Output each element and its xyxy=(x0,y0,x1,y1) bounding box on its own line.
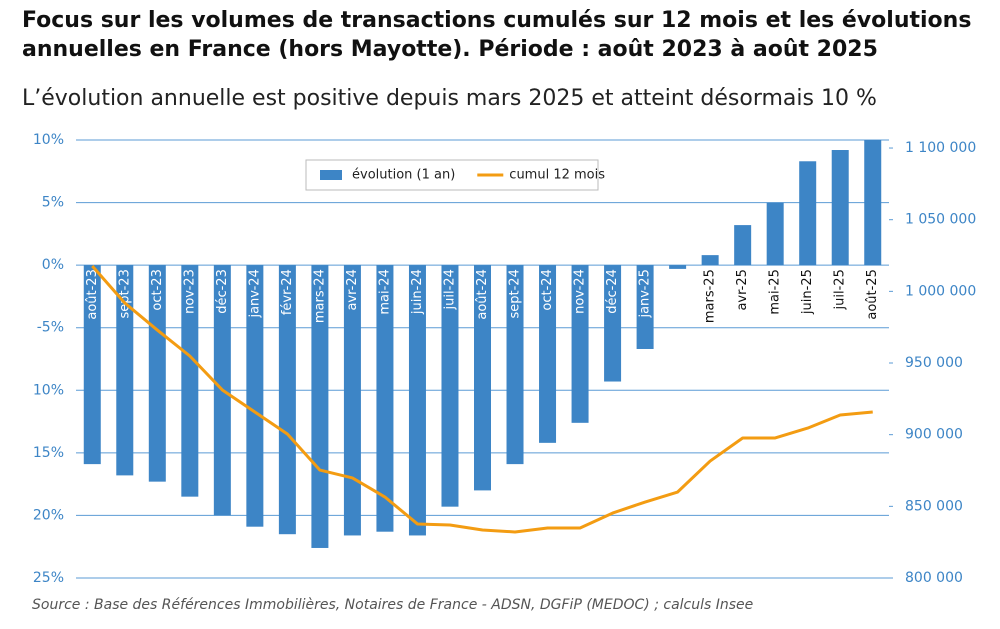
y2-tick-label: 850 000 xyxy=(905,498,963,514)
x-tick-label: août-24 xyxy=(475,269,490,320)
x-tick-label: sept-23 xyxy=(117,269,132,318)
bar xyxy=(376,265,394,532)
x-tick-label: juil-24 xyxy=(442,269,457,310)
legend-box xyxy=(305,159,599,191)
bar xyxy=(116,265,134,476)
y-tick-label: 20% xyxy=(33,507,64,523)
y2-tick-label: 900 000 xyxy=(905,427,963,443)
x-tick-label: déc-23 xyxy=(215,269,230,314)
legend-label: évolution (1 an) xyxy=(352,168,455,183)
y-tick-label: -5% xyxy=(37,320,64,336)
bar xyxy=(441,265,459,507)
y2-tick-label: 1 000 000 xyxy=(905,283,976,299)
x-tick-label: déc-24 xyxy=(605,269,620,314)
y2-tick-label: 1 050 000 xyxy=(905,212,976,228)
y2-tick-label: 1 100 000 xyxy=(905,140,976,156)
x-tick-label: sept-24 xyxy=(508,269,523,318)
x-tick-label: mars-24 xyxy=(312,269,327,323)
x-tick-label: oct-24 xyxy=(540,269,555,310)
x-tick-label: mars-25 xyxy=(703,269,718,323)
bar xyxy=(181,265,199,497)
legend-label: cumul 12 mois xyxy=(509,168,605,183)
bar xyxy=(246,265,264,527)
y2-tick-label: 800 000 xyxy=(905,570,963,586)
chart-title: Focus sur les volumes de transactions cu… xyxy=(22,8,972,62)
bar xyxy=(506,265,524,465)
x-tick-label: nov-24 xyxy=(573,269,588,314)
legend-swatch xyxy=(320,170,342,180)
y-tick-label: 25% xyxy=(33,570,64,586)
chart-source: Source : Base des Références Immobilière… xyxy=(32,597,754,613)
bar xyxy=(474,265,491,491)
x-tick-label: août-25 xyxy=(865,269,880,320)
bar xyxy=(571,265,589,423)
y-tick-label: 10% xyxy=(33,132,64,148)
y-tick-label: 0% xyxy=(42,257,64,273)
bar xyxy=(278,265,296,535)
x-tick-label: mai-24 xyxy=(377,269,392,314)
bar xyxy=(766,202,784,266)
bar xyxy=(408,265,426,536)
bar xyxy=(734,225,752,266)
bar xyxy=(343,265,361,536)
y-tick-label: 10% xyxy=(33,382,64,398)
bar xyxy=(311,265,329,548)
bar xyxy=(604,265,622,382)
bar xyxy=(701,255,719,266)
y2-tick-label: 950 000 xyxy=(905,355,963,371)
bar xyxy=(799,161,817,266)
bar xyxy=(669,265,687,269)
x-tick-label: févr-25 xyxy=(670,269,685,315)
bar xyxy=(148,265,166,482)
x-tick-label: juil-25 xyxy=(833,269,848,310)
x-tick-label: janv-25 xyxy=(638,269,653,318)
line xyxy=(91,264,873,534)
bar xyxy=(636,265,654,349)
x-tick-label: nov-23 xyxy=(182,269,197,314)
y-tick-label: 5% xyxy=(42,195,64,211)
chart-subtitle: L’évolution annuelle est positive depuis… xyxy=(22,86,877,111)
x-tick-label: août-23 xyxy=(85,269,100,320)
x-tick-label: févr-24 xyxy=(280,269,295,315)
bar xyxy=(831,150,849,266)
x-tick-label: juin-24 xyxy=(410,269,425,315)
x-tick-label: oct-23 xyxy=(150,269,165,310)
bar xyxy=(864,140,882,266)
x-tick-label: avr-24 xyxy=(345,269,360,310)
x-tick-label: juin-25 xyxy=(800,269,815,315)
bar xyxy=(539,265,557,443)
x-tick-label: avr-25 xyxy=(735,269,750,310)
bar xyxy=(83,265,101,465)
x-tick-label: janv-24 xyxy=(247,269,262,318)
x-tick-label: mai-25 xyxy=(768,269,783,314)
y-tick-label: 15% xyxy=(33,445,64,461)
